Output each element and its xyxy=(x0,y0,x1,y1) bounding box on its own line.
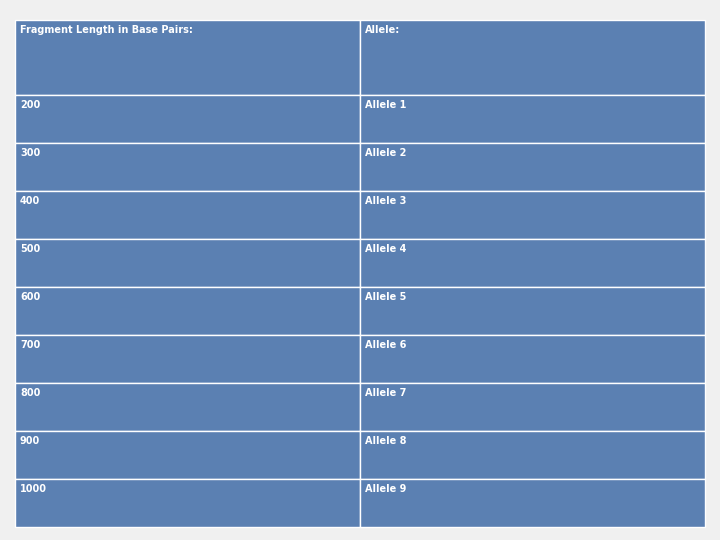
Bar xyxy=(15,479,360,527)
Bar xyxy=(360,479,705,527)
Text: Allele:: Allele: xyxy=(365,25,400,35)
Text: 800: 800 xyxy=(20,388,40,398)
Bar xyxy=(15,95,360,143)
Text: 600: 600 xyxy=(20,292,40,302)
Text: Allele 1: Allele 1 xyxy=(365,100,406,110)
Bar xyxy=(15,287,360,335)
Bar xyxy=(15,431,360,479)
Bar xyxy=(360,143,705,191)
Bar xyxy=(15,383,360,431)
Bar xyxy=(15,335,360,383)
Text: 500: 500 xyxy=(20,244,40,254)
Bar xyxy=(15,20,360,95)
Bar xyxy=(15,143,360,191)
Text: Allele 6: Allele 6 xyxy=(365,340,406,350)
Bar xyxy=(360,95,705,143)
Text: Allele 8: Allele 8 xyxy=(365,436,407,446)
Bar xyxy=(360,335,705,383)
Bar xyxy=(15,191,360,239)
Bar xyxy=(360,20,705,95)
Text: Allele 4: Allele 4 xyxy=(365,244,406,254)
Text: Allele 2: Allele 2 xyxy=(365,148,406,158)
Text: Fragment Length in Base Pairs:: Fragment Length in Base Pairs: xyxy=(20,25,193,35)
Bar xyxy=(360,431,705,479)
Text: Allele 5: Allele 5 xyxy=(365,292,406,302)
Bar xyxy=(360,239,705,287)
Text: 900: 900 xyxy=(20,436,40,446)
Text: Allele 3: Allele 3 xyxy=(365,196,406,206)
Bar xyxy=(15,239,360,287)
Text: Allele 7: Allele 7 xyxy=(365,388,406,398)
Text: 300: 300 xyxy=(20,148,40,158)
Text: 1000: 1000 xyxy=(20,484,47,494)
Text: 400: 400 xyxy=(20,196,40,206)
Bar xyxy=(360,191,705,239)
Text: Allele 9: Allele 9 xyxy=(365,484,406,494)
Bar xyxy=(360,383,705,431)
Text: 700: 700 xyxy=(20,340,40,350)
Text: 200: 200 xyxy=(20,100,40,110)
Bar xyxy=(360,287,705,335)
